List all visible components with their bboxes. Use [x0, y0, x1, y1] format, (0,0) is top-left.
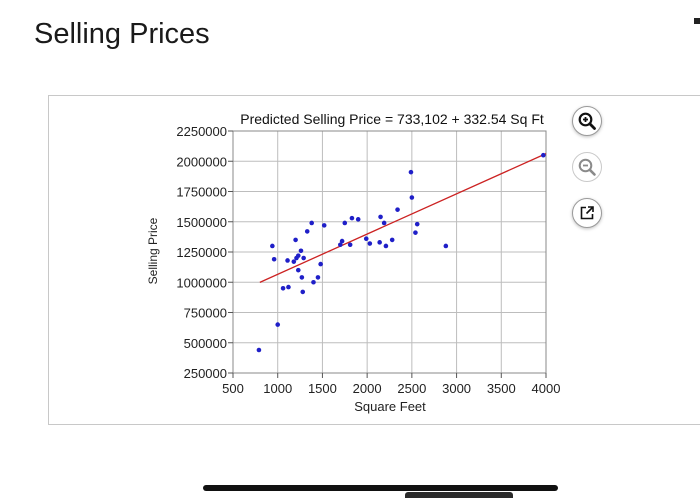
data-point [443, 243, 449, 249]
data-point [541, 152, 546, 158]
x-tick-label: 3000 [442, 381, 471, 396]
data-point [271, 256, 277, 262]
data-point [286, 284, 291, 290]
y-tick-label: 1500000 [176, 215, 227, 230]
data-point [408, 169, 414, 175]
tick-marks [228, 130, 547, 378]
x-tick-label: 2000 [353, 381, 382, 396]
chart-title: Predicted Selling Price = 733,102 + 332.… [240, 111, 544, 127]
data-point [275, 322, 281, 327]
data-point [318, 261, 323, 267]
x-tick-label: 2500 [397, 381, 426, 396]
data-point [342, 220, 348, 226]
grid-layer [232, 130, 547, 374]
data-point [363, 236, 369, 241]
y-tick-labels: 2250000 2000000 1750000 1500000 1250000 10000… [176, 124, 227, 381]
y-tick-label: 1250000 [176, 245, 227, 260]
page-title: Selling Prices [34, 18, 210, 50]
home-indicator-shadow [405, 492, 513, 498]
data-point [270, 243, 275, 249]
data-point [367, 241, 373, 246]
data-point [295, 267, 301, 273]
data-point [389, 237, 395, 243]
data-point [300, 289, 306, 295]
data-point [414, 221, 420, 227]
x-axis-label: Square Feet [354, 399, 426, 414]
y-tick-label: 2000000 [176, 154, 227, 169]
data-point [280, 286, 286, 291]
chart-panel: 2250000 2000000 1750000 1500000 1250000 10000… [48, 95, 700, 425]
data-point [395, 207, 400, 212]
data-point [291, 259, 297, 264]
corner-mark [694, 18, 700, 24]
data-point [299, 275, 305, 280]
data-point [311, 279, 316, 285]
popout-button[interactable] [572, 198, 602, 228]
y-tick-label: 1000000 [176, 275, 227, 290]
data-point [378, 214, 383, 220]
x-tick-label: 4000 [532, 381, 561, 396]
data-point [338, 242, 343, 248]
data-point [347, 242, 353, 248]
data-point [349, 215, 355, 221]
magnifier-plus-icon [578, 112, 596, 130]
points-layer [256, 152, 546, 353]
x-tick-label: 3500 [487, 381, 516, 396]
x-tick-label: 1000 [263, 381, 292, 396]
data-point [309, 220, 314, 226]
y-tick-label: 750000 [184, 306, 227, 321]
data-point [377, 240, 382, 245]
data-point [413, 230, 418, 235]
external-link-icon [580, 206, 594, 220]
zoom-in-button[interactable] [572, 106, 602, 136]
data-point [301, 255, 306, 261]
data-point [339, 238, 345, 244]
data-point [298, 248, 304, 254]
data-point [256, 347, 262, 353]
regression-line [259, 153, 547, 283]
data-point [409, 195, 415, 200]
data-point [293, 237, 298, 243]
y-axis-label: Selling Price [146, 217, 160, 284]
data-point [355, 217, 361, 222]
data-point [304, 229, 310, 234]
data-point [285, 258, 290, 263]
y-tick-label: 250000 [184, 366, 227, 381]
data-point [383, 243, 389, 249]
x-tick-labels: 500 1000 1500 2000 2500 3000 3500 4000 [222, 381, 560, 396]
y-tick-label: 1750000 [176, 185, 227, 200]
y-tick-label: 500000 [184, 336, 227, 351]
home-indicator [203, 485, 558, 491]
x-tick-label: 500 [222, 381, 244, 396]
scatter-chart: 2250000 2000000 1750000 1500000 1250000 10000… [146, 111, 560, 414]
y-tick-label: 2250000 [176, 124, 227, 139]
data-point [315, 275, 321, 280]
zoom-out-button[interactable] [572, 152, 602, 182]
data-point [381, 220, 387, 226]
x-tick-label: 1500 [308, 381, 337, 396]
data-point [321, 223, 327, 228]
data-point [295, 253, 301, 258]
magnifier-minus-icon [578, 158, 596, 176]
